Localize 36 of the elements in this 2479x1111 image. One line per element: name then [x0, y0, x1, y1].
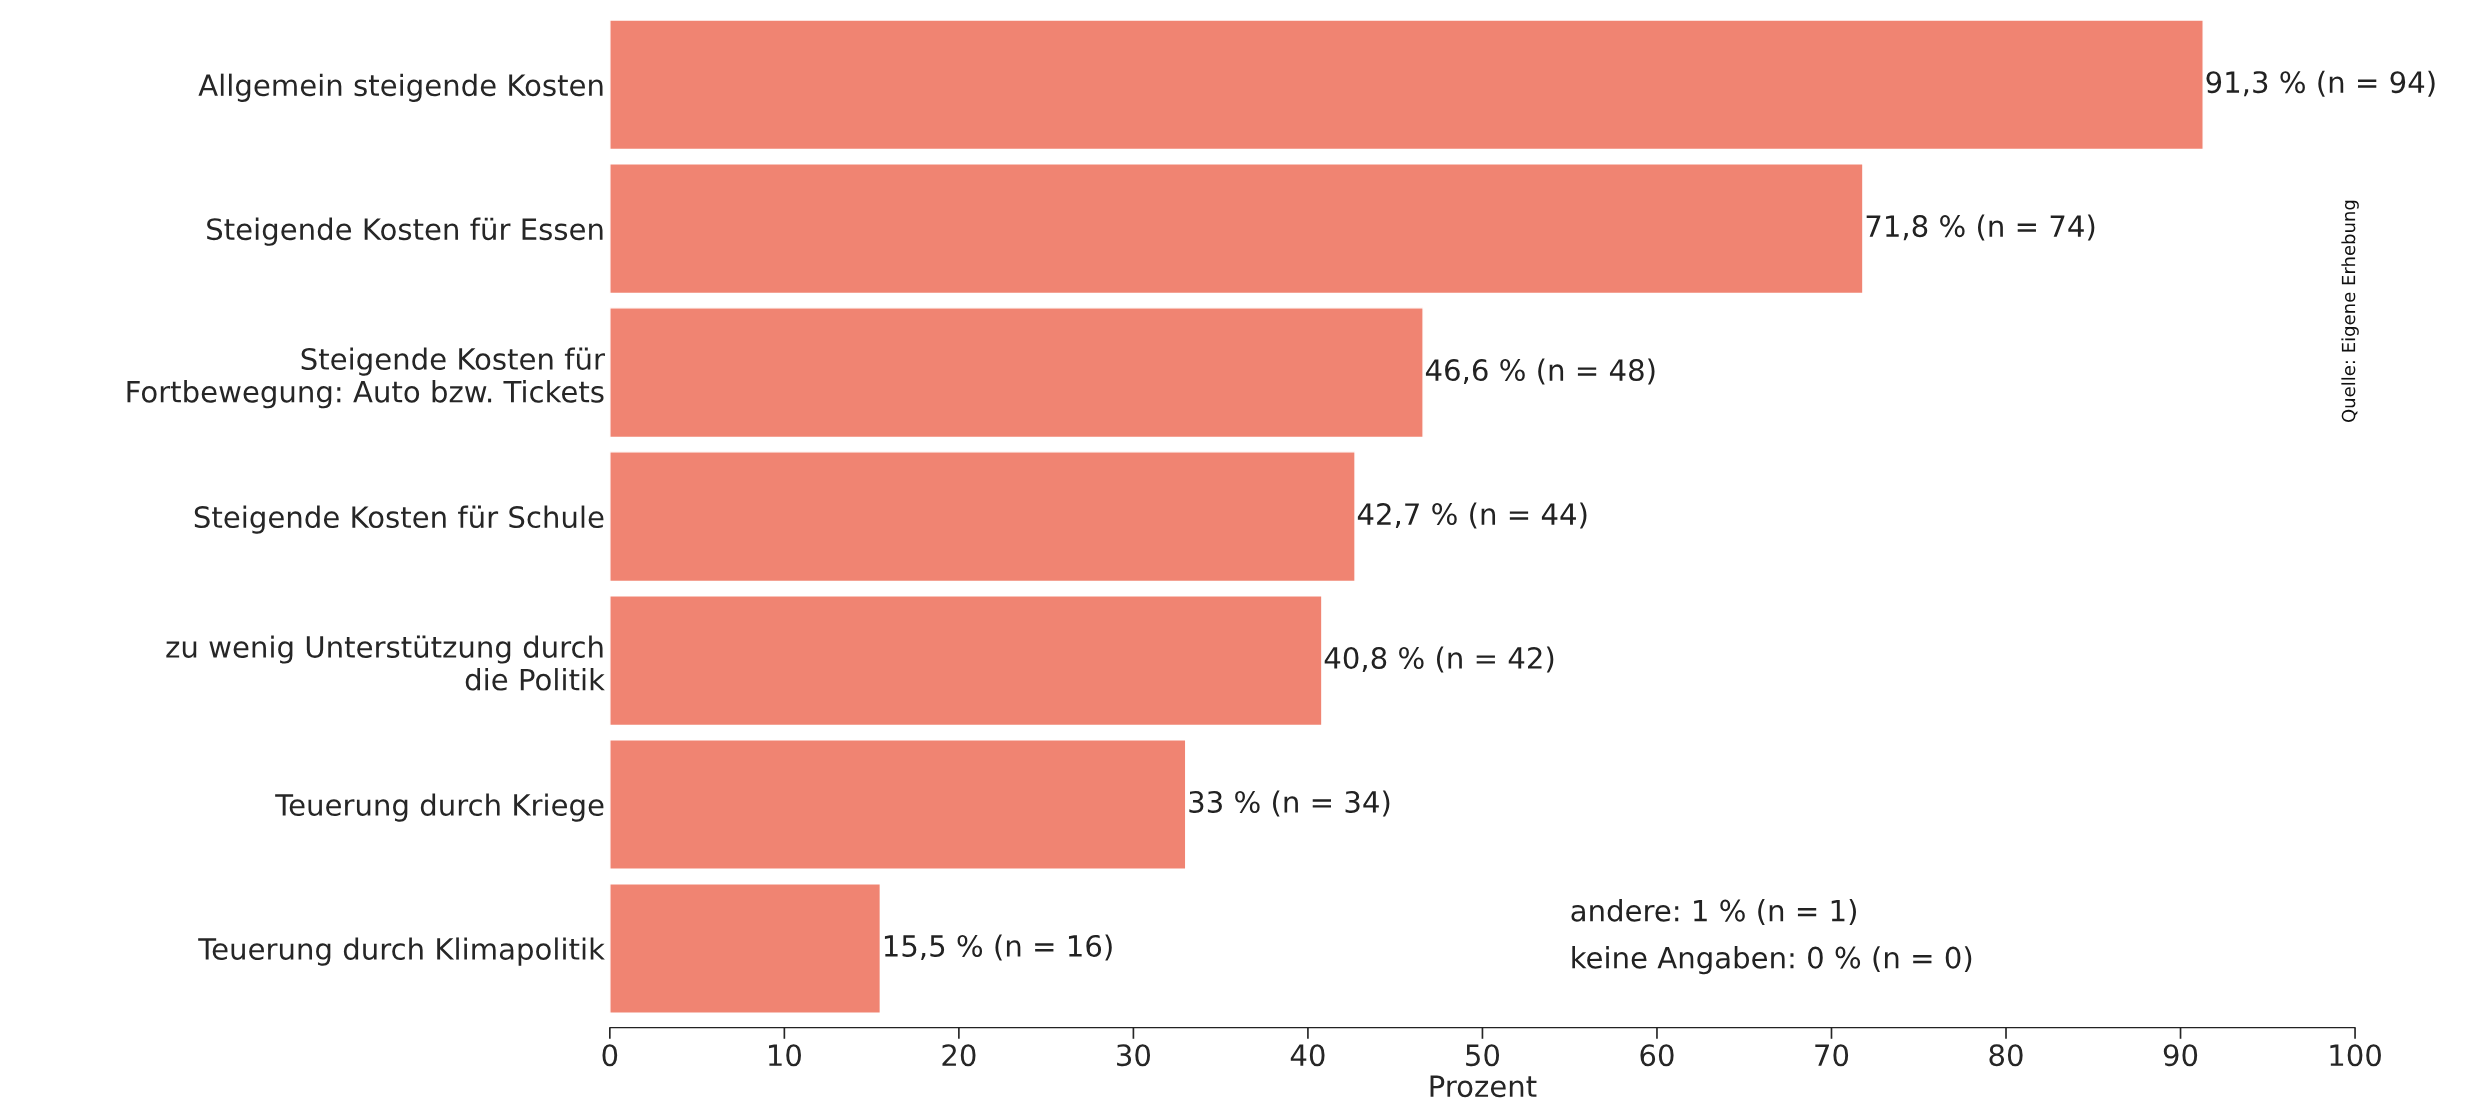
x-tick-label: 40	[1290, 1044, 1325, 1067]
bar	[609, 163, 1864, 295]
data-label: 40,8 % (n = 42)	[1324, 646, 1554, 673]
x-tick-label: 10	[769, 1044, 801, 1067]
bar	[609, 19, 2204, 151]
x-tick-label: 70	[1815, 1044, 1849, 1067]
annotation: Quelle: Eigene Erhebung	[2341, 200, 2359, 423]
y-tick-label: Allgemein steigende Kosten	[198, 73, 603, 102]
x-tick-label: 30	[1117, 1044, 1151, 1067]
y-tick-label: Teuerung durch Klimapolitik	[198, 937, 605, 966]
y-tick-label: zu wenig Unterstützung durch die Politik	[166, 635, 605, 691]
y-tick-label: Steigende Kosten für Schule	[194, 505, 604, 534]
y-tick-label: Steigende Kosten für Essen	[207, 217, 603, 246]
y-tick-label: Steigende Kosten für Fortbewegung: Auto bzw. Tickets	[127, 347, 605, 409]
data-label: 15,5 % (n = 16)	[884, 934, 1112, 961]
x-tick-label: 60	[1640, 1044, 1674, 1067]
bar	[609, 739, 1187, 871]
bar	[609, 307, 1424, 439]
bar	[609, 883, 882, 1014]
y-tick-label: Teuerung durch Kriege	[275, 793, 604, 822]
annotation: andere: 1 % (n = 1)	[1571, 899, 1856, 926]
data-label: 42,7 % (n = 44)	[1357, 502, 1587, 529]
data-label: 33 % (n = 34)	[1189, 790, 1390, 817]
bar	[609, 595, 1323, 727]
data-label: 71,8 % (n = 74)	[1866, 214, 2095, 241]
bar	[609, 451, 1356, 583]
data-label: 46,6 % (n = 48)	[1425, 358, 1655, 385]
x-tick-label: 100	[2330, 1044, 2381, 1067]
data-label: 91,3 % (n = 94)	[2206, 70, 2435, 97]
x-tick-label: 20	[942, 1044, 976, 1067]
x-tick-label: 90	[2163, 1044, 2198, 1067]
x-axis-title: Prozent	[1430, 1075, 1537, 1098]
x-tick-label: 80	[1989, 1044, 2023, 1067]
annotation: keine Angaben: 0 % (n = 0)	[1572, 946, 1972, 975]
x-tick-label: 50	[1466, 1044, 1500, 1067]
x-tick-label: 0	[602, 1044, 618, 1067]
